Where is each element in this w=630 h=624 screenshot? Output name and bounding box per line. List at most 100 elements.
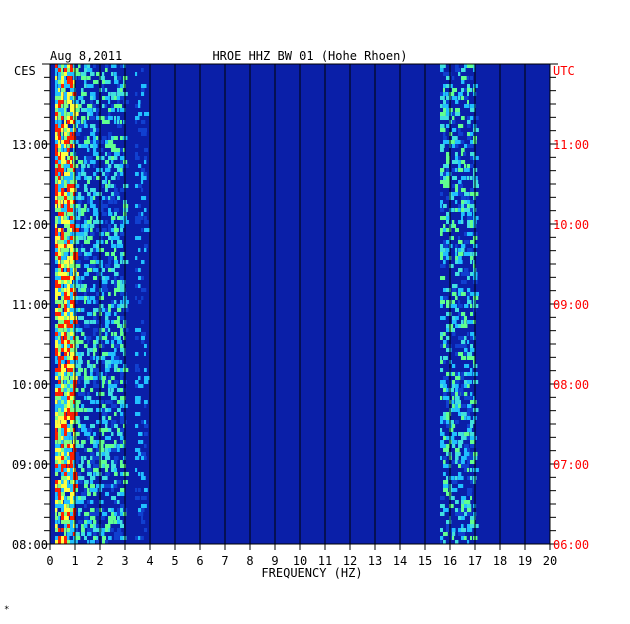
spectrogram-cell (61, 360, 65, 364)
spectrogram-cell (455, 208, 458, 212)
spectrogram-cell (99, 148, 104, 152)
spectrogram-cell (461, 152, 464, 156)
spectrogram-cell (61, 196, 66, 200)
spectrogram-cell (70, 152, 74, 156)
spectrogram-cell (90, 92, 96, 96)
spectrogram-cell (58, 64, 62, 68)
spectrogram-cell (93, 148, 97, 152)
spectrogram-cell (467, 412, 470, 416)
spectrogram-cell (93, 536, 98, 540)
spectrogram-cell (455, 160, 460, 164)
spectrogram-cell (93, 440, 97, 444)
spectrogram-cell (461, 508, 465, 512)
spectrogram-cell (461, 404, 467, 408)
spectrogram-cell (461, 244, 466, 248)
spectrogram-cell (81, 236, 84, 240)
spectrogram-cell (473, 68, 476, 72)
spectrogram-cell (84, 156, 87, 160)
x-tick-label: 11 (318, 554, 332, 568)
spectrogram-cell (93, 152, 99, 156)
spectrogram-cell (123, 440, 126, 444)
spectrogram-cell (70, 168, 75, 172)
spectrogram-cell (78, 536, 81, 540)
spectrogram-cell (64, 392, 68, 396)
spectrogram-cell (443, 396, 447, 400)
spectrogram-cell (117, 308, 122, 312)
spectrogram-cell (70, 328, 75, 332)
spectrogram-cell (84, 536, 87, 540)
spectrogram-cell (90, 288, 96, 292)
spectrogram-cell (135, 328, 141, 332)
spectrogram-cell (93, 464, 99, 468)
spectrogram-cell (458, 352, 464, 356)
spectrogram-cell (70, 116, 73, 120)
spectrogram-cell (55, 224, 58, 228)
spectrogram-cell (64, 340, 69, 344)
spectrogram-cell (55, 64, 58, 68)
spectrogram-cell (96, 384, 102, 388)
spectrogram-cell (470, 224, 476, 228)
spectrogram-cell (75, 500, 81, 504)
spectrogram-cell (90, 460, 95, 464)
spectrogram-cell (93, 444, 98, 448)
spectrogram-cell (70, 112, 76, 116)
spectrogram-cell (78, 408, 82, 412)
spectrogram-cell (64, 400, 69, 404)
spectrogram-cell (141, 212, 144, 216)
spectrogram-cell (458, 168, 464, 172)
spectrogram-cell (61, 400, 65, 404)
spectrogram-cell (75, 352, 79, 356)
spectrogram-cell (455, 376, 461, 380)
spectrogram-cell (67, 372, 73, 376)
spectrogram-cell (99, 508, 104, 512)
spectrogram-cell (73, 232, 79, 236)
spectrogram-cell (55, 340, 59, 344)
spectrogram-cell (87, 448, 93, 452)
spectrogram-cell (120, 148, 125, 152)
spectrogram-cell (58, 172, 61, 176)
spectrogram-cell (458, 476, 464, 480)
spectrogram-cell (70, 220, 74, 224)
spectrogram-cell (93, 456, 97, 460)
spectrogram-cell (73, 392, 76, 396)
spectrogram-cell (461, 140, 465, 144)
spectrogram-cell (138, 276, 143, 280)
spectrogram-cell (102, 356, 106, 360)
spectrogram-cell (70, 316, 74, 320)
spectrogram-cell (70, 380, 74, 384)
spectrogram-cell (111, 508, 114, 512)
spectrogram-cell (96, 108, 100, 112)
spectrogram-cell (87, 224, 90, 228)
spectrogram-cell (102, 452, 108, 456)
spectrogram-cell (440, 296, 445, 300)
spectrogram-cell (452, 372, 456, 376)
spectrogram-cell (108, 360, 113, 364)
spectrogram-cell (58, 152, 60, 156)
spectrogram-cell (93, 128, 98, 132)
spectrogram-cell (461, 320, 464, 324)
spectrogram-cell (449, 324, 454, 328)
spectrogram-cell (446, 388, 449, 392)
spectrogram-cell (67, 200, 73, 204)
spectrogram-cell (70, 368, 75, 372)
spectrogram-cell (61, 436, 64, 440)
spectrogram-cell (99, 260, 103, 264)
spectrogram-cell (114, 304, 117, 308)
spectrogram-cell (93, 528, 98, 532)
spectrogram-cell (105, 312, 111, 316)
spectrogram-cell (84, 224, 89, 228)
spectrogram-cell (138, 368, 140, 372)
spectrogram-cell (464, 208, 469, 212)
spectrogram-cell (75, 372, 81, 376)
spectrogram-cell (61, 376, 64, 380)
spectrogram-cell (105, 352, 111, 356)
spectrogram-cell (61, 104, 64, 108)
spectrogram-cell (449, 388, 454, 392)
spectrogram-cell (67, 480, 70, 484)
spectrogram-cell (144, 160, 147, 164)
spectrogram-cell (90, 260, 96, 264)
right-tick-label: 06:00 (553, 538, 589, 552)
spectrogram-cell (67, 172, 71, 176)
spectrogram-cell (144, 456, 147, 460)
spectrogram-cell (440, 124, 445, 128)
